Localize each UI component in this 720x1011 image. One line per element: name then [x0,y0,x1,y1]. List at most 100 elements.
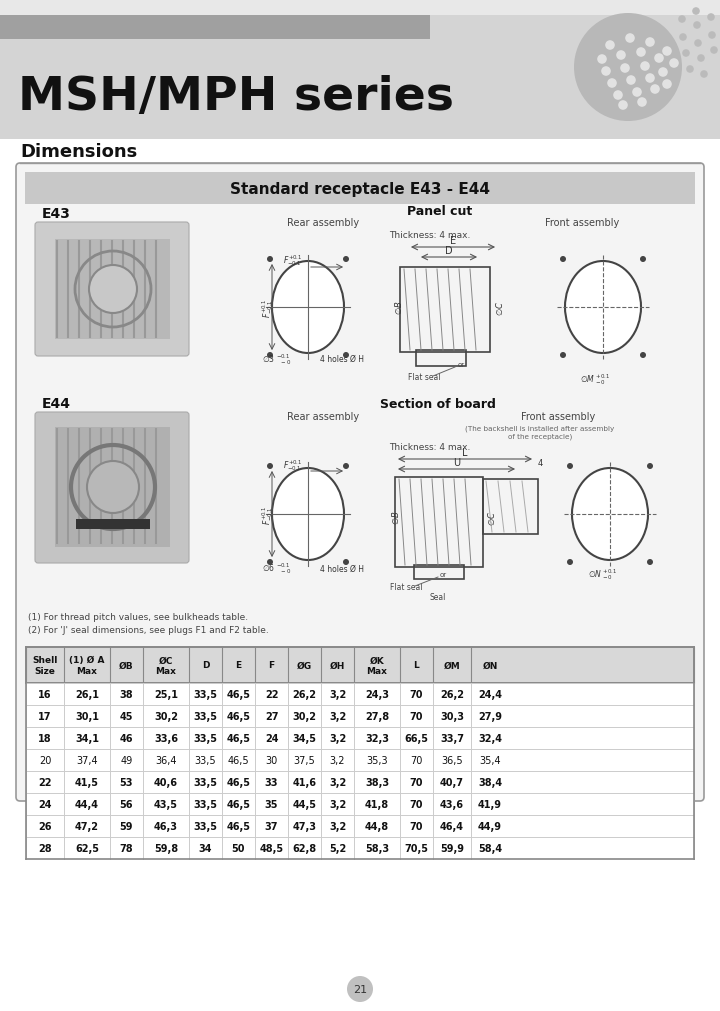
Text: L: L [413,661,419,670]
Bar [26,706,694,727]
Bar [26,771,694,794]
Text: Flat seal: Flat seal [408,373,441,381]
Text: 40,7: 40,7 [440,777,464,788]
Text: Rear assembly: Rear assembly [287,411,359,422]
Text: 43,6: 43,6 [440,800,464,809]
Text: ØC
Max: ØC Max [156,656,176,675]
Bar [395,477,483,567]
Text: 70: 70 [410,755,423,765]
Text: 20: 20 [39,755,51,765]
Text: 46,5: 46,5 [227,690,251,700]
Text: 27,9: 27,9 [478,712,502,721]
Bar [416,351,466,367]
Circle shape [632,88,642,98]
Text: Standard receptacle E43 - E44: Standard receptacle E43 - E44 [230,181,490,196]
Text: 41,5: 41,5 [75,777,99,788]
Text: 24,4: 24,4 [478,690,502,700]
Text: 30,2: 30,2 [154,712,178,721]
Text: $\varnothing3\ ^{-0.1}_{\ \ -0}$: $\varnothing3\ ^{-0.1}_{\ \ -0}$ [262,351,291,366]
Circle shape [343,463,349,469]
Text: ØM: ØM [444,661,460,670]
Ellipse shape [272,262,344,354]
Text: 46,5: 46,5 [227,712,251,721]
Text: Thickness: 4 max.: Thickness: 4 max. [390,231,471,240]
Text: 38: 38 [120,690,133,700]
Text: 3,2: 3,2 [329,733,346,743]
Circle shape [620,64,630,74]
Text: E: E [235,661,242,670]
Circle shape [625,34,635,43]
Text: 24: 24 [38,800,52,809]
Circle shape [597,56,607,65]
Text: (2) For 'J' seal dimensions, see plugs F1 and F2 table.: (2) For 'J' seal dimensions, see plugs F… [28,626,269,634]
Bar [76,520,150,530]
Text: 26,2: 26,2 [440,690,464,700]
Text: $\varnothing M\ ^{+0.1}_{-0}$: $\varnothing M\ ^{+0.1}_{-0}$ [580,371,611,386]
Circle shape [658,68,668,78]
Circle shape [343,353,349,359]
Text: 33,5: 33,5 [194,821,217,831]
Circle shape [701,71,708,79]
Text: 35,3: 35,3 [366,755,388,765]
Circle shape [607,79,617,89]
Bar [25,173,695,205]
Text: 17: 17 [38,712,52,721]
Text: 59,9: 59,9 [440,843,464,853]
Text: 50: 50 [232,843,246,853]
Text: 37,5: 37,5 [294,755,315,765]
Text: 24: 24 [265,733,278,743]
Text: Front assembly: Front assembly [521,411,595,422]
Text: ØG: ØG [297,661,312,670]
Circle shape [567,463,573,469]
Circle shape [708,32,716,39]
Text: $F^{+0.1}_{-0.1}$: $F^{+0.1}_{-0.1}$ [283,253,302,267]
Bar [26,727,694,749]
Text: 41,8: 41,8 [365,800,389,809]
Circle shape [650,85,660,95]
Text: 62,8: 62,8 [292,843,317,853]
Text: 46,5: 46,5 [227,777,251,788]
Text: (1) Ø A
Max: (1) Ø A Max [69,656,104,675]
Text: 46,3: 46,3 [154,821,178,831]
Text: 46: 46 [120,733,133,743]
Text: 44,9: 44,9 [478,821,502,831]
Circle shape [647,559,653,565]
Circle shape [640,353,646,359]
Circle shape [697,56,705,63]
Circle shape [647,463,653,469]
Bar [26,837,694,859]
Text: 34,5: 34,5 [292,733,317,743]
Text: 33,5: 33,5 [194,712,217,721]
Text: 41,6: 41,6 [292,777,317,788]
Text: 26,1: 26,1 [75,690,99,700]
Text: 4 holes Ø H: 4 holes Ø H [320,355,364,364]
Circle shape [683,51,690,58]
Ellipse shape [572,468,648,560]
Circle shape [645,38,654,48]
Text: $\varnothing N\ ^{+0.1}_{-0}$: $\varnothing N\ ^{+0.1}_{-0}$ [588,567,617,582]
Circle shape [645,74,654,84]
Text: 28: 28 [38,843,52,853]
Text: Section of board: Section of board [380,397,496,410]
Text: 27,8: 27,8 [365,712,389,721]
Circle shape [560,353,566,359]
Text: 25,1: 25,1 [154,690,178,700]
Bar [400,268,490,353]
Bar [414,565,464,579]
Text: 35: 35 [265,800,278,809]
Text: 36,4: 36,4 [156,755,176,765]
Text: 40,6: 40,6 [154,777,178,788]
Text: 44,4: 44,4 [75,800,99,809]
Text: D: D [445,246,453,256]
Text: ØK
Max: ØK Max [366,656,387,675]
Text: Rear assembly: Rear assembly [287,217,359,227]
Text: 53: 53 [120,777,133,788]
Text: E43: E43 [42,207,71,220]
Text: D: D [202,661,210,670]
Text: 4: 4 [537,459,543,467]
Circle shape [618,101,628,110]
Text: 33,5: 33,5 [194,733,217,743]
Text: 33,5: 33,5 [194,800,217,809]
Circle shape [606,41,615,51]
Text: E: E [450,236,456,246]
